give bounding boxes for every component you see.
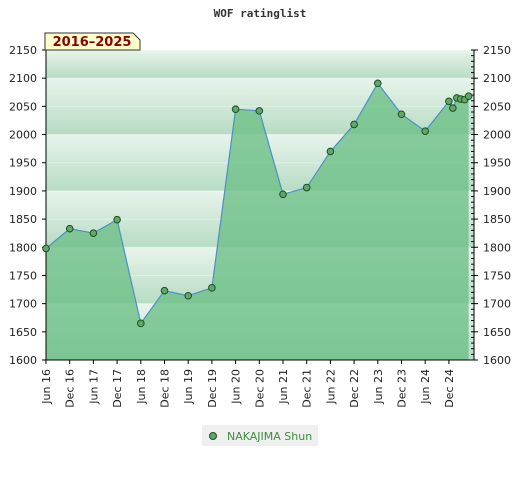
y-tick-label-left: 1950 xyxy=(9,157,37,170)
data-point xyxy=(302,183,311,192)
data-point xyxy=(449,104,457,112)
y-tick-label-left: 2000 xyxy=(9,129,37,142)
x-tick-label: Dec 17 xyxy=(111,369,124,408)
series-area xyxy=(46,83,469,360)
x-tick-label: Dec 21 xyxy=(301,369,314,408)
x-tick-label: Jun 23 xyxy=(372,369,385,405)
data-point xyxy=(160,286,169,295)
grid-band xyxy=(46,50,474,79)
y-tick-label-left: 1600 xyxy=(9,354,37,367)
x-tick-label: Dec 24 xyxy=(443,369,456,408)
x-tick-label: Jun 22 xyxy=(324,369,337,405)
data-point xyxy=(89,229,98,237)
x-tick-label: Jun 24 xyxy=(419,369,432,405)
x-tick-label: Dec 18 xyxy=(159,369,172,408)
y-tick-label-left: 2150 xyxy=(9,44,37,57)
data-point xyxy=(326,147,335,156)
x-tick-label: Jun 17 xyxy=(87,369,100,405)
data-point xyxy=(208,284,216,292)
x-tick-label: Jun 20 xyxy=(230,369,243,405)
y-tick-label-right: 1800 xyxy=(483,241,511,254)
x-tick-label: Dec 16 xyxy=(64,369,77,408)
y-tick-label-right: 1700 xyxy=(483,298,511,311)
y-tick-label-left: 1900 xyxy=(9,185,37,198)
data-point xyxy=(350,120,358,129)
x-tick-label: Jun 16 xyxy=(40,369,53,405)
legend-box xyxy=(202,425,318,446)
y-tick-label-right: 1650 xyxy=(483,326,511,339)
y-tick-label-right: 1950 xyxy=(483,157,511,170)
data-point xyxy=(65,224,74,233)
y-tick-label-left: 1700 xyxy=(9,298,37,311)
chart-title: WOF ratinglist xyxy=(214,7,307,20)
y-tick-label-right: 2150 xyxy=(483,44,511,57)
y-tick-label-right: 2000 xyxy=(483,129,511,142)
data-point xyxy=(231,105,240,113)
x-tick-label: Dec 19 xyxy=(206,369,219,408)
y-tick-label-right: 1900 xyxy=(483,185,511,198)
y-tick-label-left: 1750 xyxy=(9,269,37,282)
data-point xyxy=(279,190,287,199)
legend-marker xyxy=(209,432,217,440)
data-point xyxy=(464,92,473,101)
x-tick-label: Dec 22 xyxy=(348,369,361,408)
data-point xyxy=(397,110,406,119)
period-badge-box xyxy=(44,32,141,51)
y-tick-label-right: 1600 xyxy=(483,354,511,367)
y-tick-label-left: 1850 xyxy=(9,213,37,226)
x-tick-label: Dec 20 xyxy=(253,369,266,408)
data-point xyxy=(184,291,192,300)
x-tick-label: Jun 19 xyxy=(182,369,195,405)
legend: NAKAJIMA Shun xyxy=(202,425,318,446)
data-point xyxy=(374,79,382,88)
y-tick-label-left: 1800 xyxy=(9,241,37,254)
y-tick-label-right: 1750 xyxy=(483,269,511,282)
markers xyxy=(42,79,473,328)
data-point xyxy=(137,319,145,328)
period-badge-label: 2016–2025 xyxy=(53,35,132,50)
data-point xyxy=(42,244,50,253)
y-tick-label-left: 2100 xyxy=(9,72,37,85)
y-tick-label-left: 2050 xyxy=(9,100,37,113)
y-tick-label-right: 2050 xyxy=(483,100,511,113)
y-tick-label-right: 1850 xyxy=(483,213,511,226)
x-tick-label: Jun 21 xyxy=(277,369,290,405)
legend-label: NAKAJIMA Shun xyxy=(227,430,312,443)
data-point xyxy=(255,107,264,115)
data-point xyxy=(421,127,430,135)
y-tick-label-left: 1650 xyxy=(9,326,37,339)
data-point xyxy=(113,215,121,224)
period-badge: 2016–2025 xyxy=(44,32,141,51)
data-point xyxy=(445,97,453,106)
axes: 1600 1600 1650 1650 1700 1700 1750 1750 1800 1800… xyxy=(9,44,511,408)
x-tick-label: Dec 23 xyxy=(396,369,409,408)
x-tick-label: Jun 18 xyxy=(135,369,148,405)
y-tick-label-right: 2100 xyxy=(483,72,511,85)
